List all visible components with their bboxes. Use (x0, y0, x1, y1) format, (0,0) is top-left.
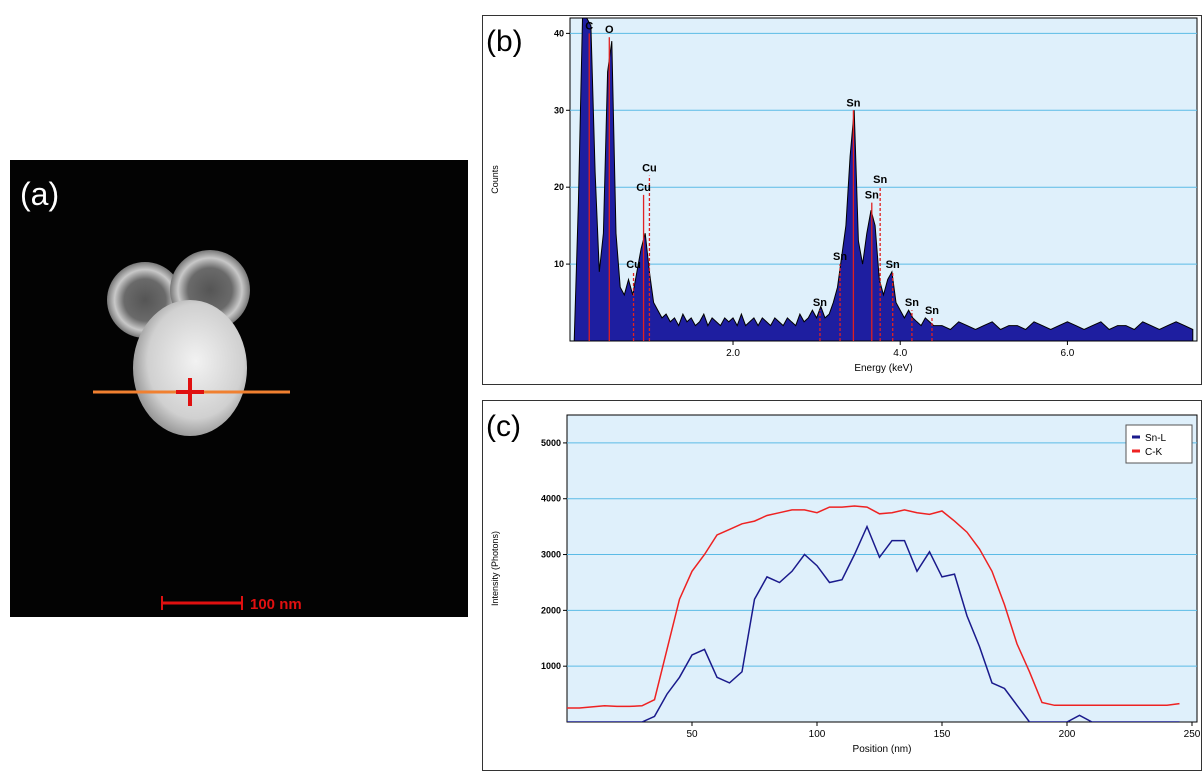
peak-label: Sn (886, 259, 900, 271)
y-tick-label: 40 (554, 28, 564, 38)
x-tick-label: 100 (809, 729, 826, 740)
particle (133, 300, 247, 436)
spectrum (573, 18, 1194, 341)
x-tick-label: 6.0 (1060, 348, 1074, 359)
peak-label: Sn (833, 251, 847, 263)
y-tick-label: 2000 (541, 605, 561, 615)
x-axis-label: Energy (keV) (854, 363, 912, 374)
y-tick-label: 10 (554, 259, 564, 269)
scale-bar-label: 100 nm (250, 596, 302, 613)
x-tick-label: 250 (1184, 729, 1201, 740)
legend-label: Sn-L (1145, 433, 1167, 444)
peak-label: Sn (873, 174, 887, 186)
peak-label: Sn (813, 297, 827, 309)
stem-image: 100 nm (a) (10, 160, 468, 617)
peak-label: Cu (626, 259, 641, 271)
peak-label: Cu (636, 182, 651, 194)
plot-area (566, 414, 1198, 723)
panel-label: (b) (486, 25, 523, 58)
plot-area (569, 17, 1198, 342)
peak-label: Sn (925, 305, 939, 317)
plot (570, 18, 1197, 341)
panel-label: (a) (20, 176, 59, 212)
plot (567, 442, 1197, 722)
x-axis-label: Position (nm) (853, 744, 912, 755)
y-tick-label: 4000 (541, 494, 561, 504)
x-tick-label: 200 (1059, 729, 1076, 740)
peak-label: C (585, 20, 593, 32)
peak-label: Sn (865, 190, 879, 202)
peak-label: Sn (846, 97, 860, 109)
x-tick-label: 150 (934, 729, 951, 740)
peak-label: Cu (642, 163, 657, 175)
peak-label: O (605, 24, 614, 36)
peak-label: Sn (905, 297, 919, 309)
legend-box (1125, 424, 1193, 464)
y-axis-label: Intensity (Photons) (490, 531, 500, 606)
y-tick-label: 20 (554, 182, 564, 192)
y-tick-label: 30 (554, 105, 564, 115)
series-line (567, 524, 1180, 722)
legend-label: C-K (1145, 447, 1163, 458)
x-tick-label: 4.0 (893, 348, 907, 359)
y-axis-label: Counts (490, 165, 500, 194)
y-tick-label: 3000 (541, 550, 561, 560)
panel-label: (c) (486, 410, 521, 443)
y-tick-label: 1000 (541, 661, 561, 671)
x-tick-label: 2.0 (726, 348, 740, 359)
y-tick-label: 5000 (541, 438, 561, 448)
x-tick-label: 50 (686, 729, 698, 740)
series-line (567, 505, 1180, 709)
